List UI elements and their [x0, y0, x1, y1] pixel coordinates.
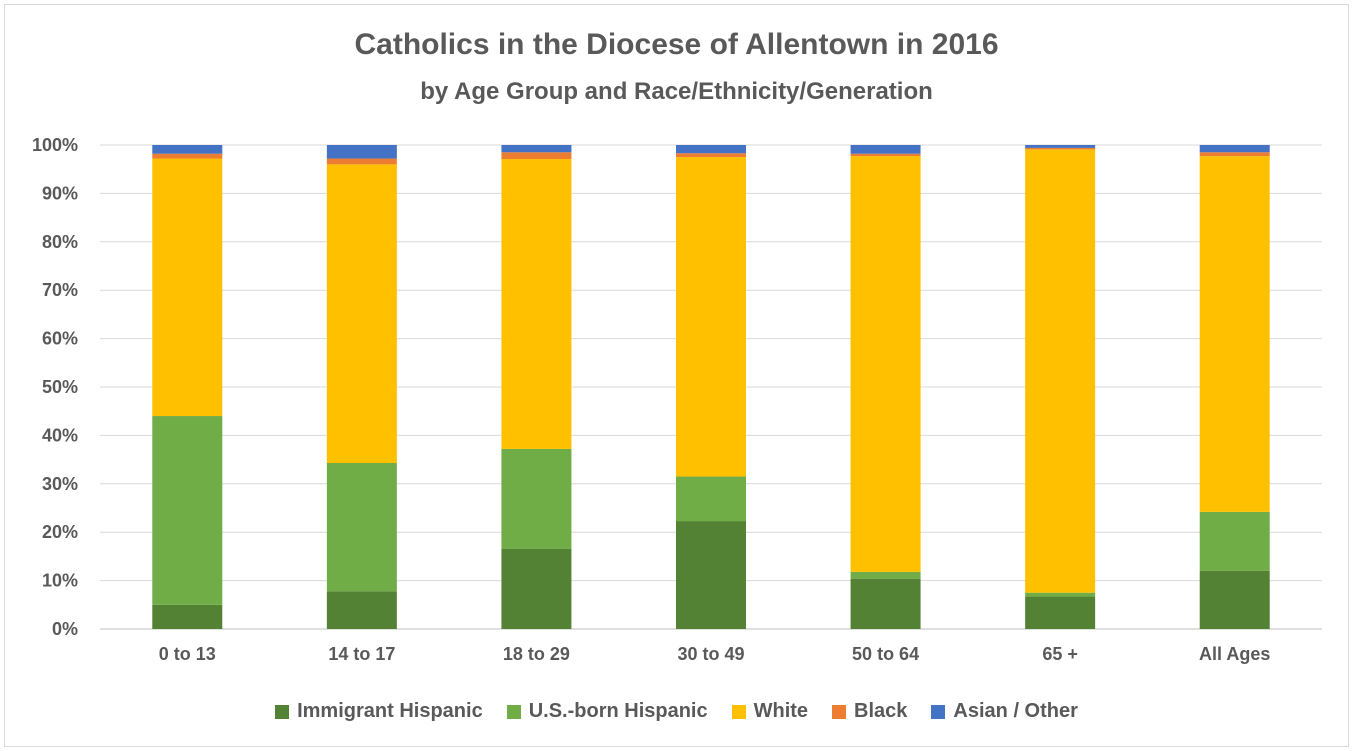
bar-segment: [1199, 152, 1270, 157]
x-tick-label: 0 to 13: [159, 644, 216, 664]
bar-segment: [501, 159, 572, 449]
legend-swatch: [506, 704, 521, 719]
legend-item: White: [731, 700, 809, 723]
bar-segment: [152, 604, 223, 629]
legend-item: U.S.-born Hispanic: [506, 700, 708, 723]
bar-segment: [1025, 596, 1096, 629]
y-tick-label: 60%: [42, 329, 78, 349]
legend-label: White: [753, 700, 809, 722]
x-tick-label: 65 +: [1042, 644, 1078, 664]
bar-segment: [326, 462, 397, 592]
bar-segment: [850, 571, 921, 579]
bar-segment: [152, 153, 223, 159]
x-tick-label: 50 to 64: [852, 644, 919, 664]
bar-segment: [850, 145, 921, 154]
bar-segment: [1199, 145, 1270, 153]
bar-segment: [501, 145, 572, 153]
y-tick-label: 10%: [42, 571, 78, 591]
y-tick-label: 30%: [42, 474, 78, 494]
legend-item: Asian / Other: [931, 700, 1078, 723]
bar-segment: [1025, 145, 1096, 148]
bar-segment: [850, 153, 921, 157]
y-tick-label: 50%: [42, 377, 78, 397]
legend-swatch: [832, 704, 847, 719]
bar-segment: [152, 416, 223, 605]
chart-subtitle: by Age Group and Race/Ethnicity/Generati…: [420, 78, 933, 105]
legend: Immigrant Hispanic U.S.-born Hispanic Whit…: [0, 700, 1353, 723]
x-axis: 0 to 13 14 to 17 18 to 29 30 to 49 50 to 64 6…: [159, 644, 1271, 664]
legend-label: Black: [854, 700, 908, 722]
bar-segment: [326, 145, 397, 159]
bar-segment: [850, 156, 921, 572]
y-tick-label: 20%: [42, 522, 78, 542]
x-tick-label: 30 to 49: [677, 644, 744, 664]
x-tick-label: 14 to 17: [328, 644, 395, 664]
bar-segment: [501, 152, 572, 160]
bar-segment: [676, 157, 746, 477]
y-tick-label: 80%: [42, 232, 78, 252]
bar-segment: [1199, 511, 1270, 571]
legend-swatch: [931, 704, 946, 719]
bar-segment: [676, 153, 746, 158]
x-tick-label: All Ages: [1199, 644, 1270, 664]
legend-label: Immigrant Hispanic: [297, 700, 483, 722]
x-tick-label: 18 to 29: [503, 644, 570, 664]
bar-segment: [501, 448, 572, 549]
chart-title: Catholics in the Diocese of Allentown in…: [354, 28, 999, 61]
bars: [152, 145, 1270, 629]
y-tick-label: 0%: [52, 619, 78, 639]
legend-swatch: [731, 704, 746, 719]
bar-segment: [1199, 156, 1270, 512]
bar-segment: [1199, 570, 1270, 629]
legend-label: U.S.-born Hispanic: [528, 700, 708, 722]
y-axis: 0% 10% 20% 30% 40% 50% 60% 70% 80% 90% 100%: [32, 135, 78, 639]
bar-segment: [850, 578, 921, 629]
legend-item: Black: [832, 700, 907, 723]
bar-segment: [501, 548, 572, 629]
y-tick-label: 90%: [42, 183, 78, 203]
bar-segment: [152, 145, 223, 154]
bar-segment: [676, 476, 746, 522]
bar-segment: [676, 521, 746, 629]
y-tick-label: 70%: [42, 280, 78, 300]
bar-segment: [326, 158, 397, 165]
bar-segment: [1025, 147, 1096, 150]
y-tick-label: 40%: [42, 425, 78, 445]
bar-segment: [1025, 149, 1096, 593]
bar-segment: [676, 145, 746, 154]
legend-item: Immigrant Hispanic: [275, 700, 483, 723]
bar-segment: [326, 164, 397, 463]
legend-swatch: [275, 704, 290, 719]
bar-segment: [1025, 592, 1096, 597]
bar-segment: [326, 591, 397, 629]
legend-label: Asian / Other: [953, 700, 1078, 722]
y-tick-label: 100%: [32, 135, 78, 155]
bar-segment: [152, 158, 223, 417]
